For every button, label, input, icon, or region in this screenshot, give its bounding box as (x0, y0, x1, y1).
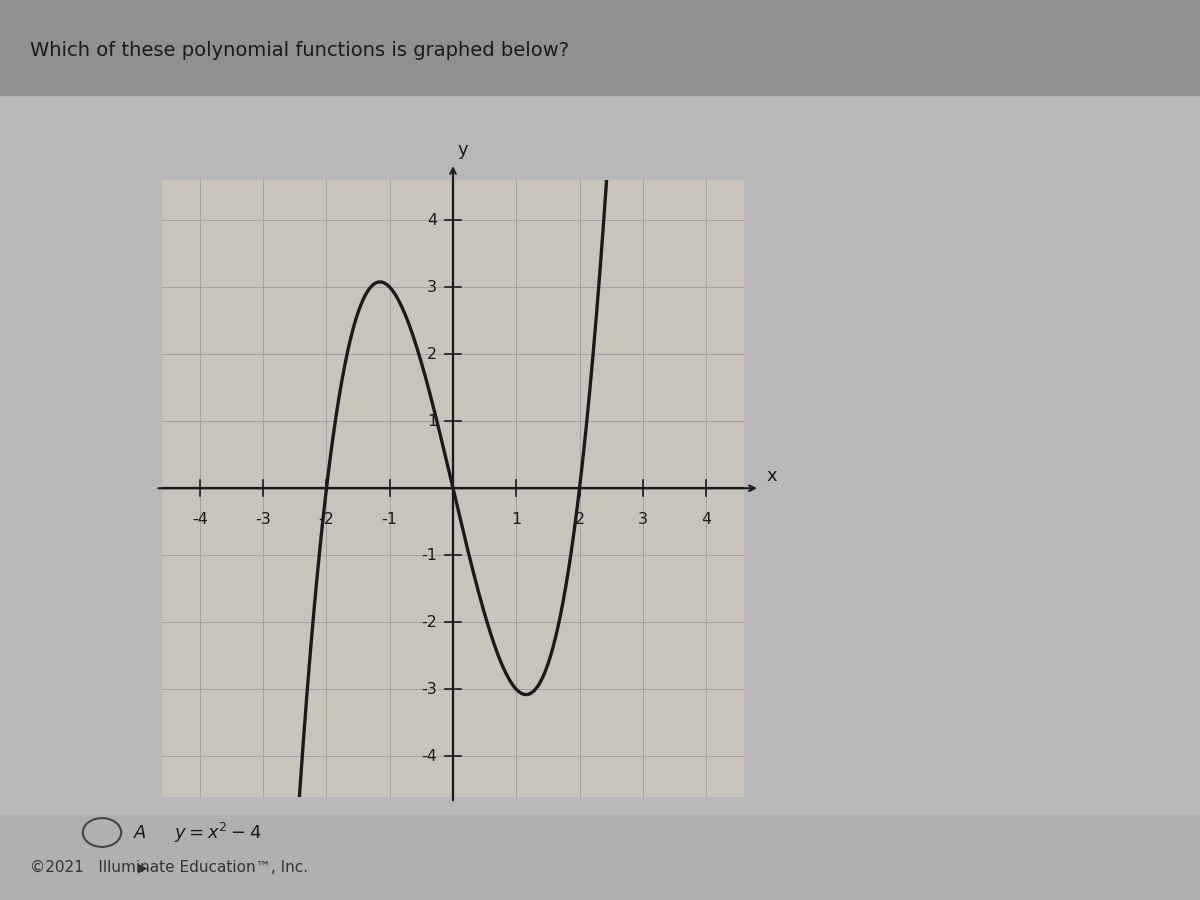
Text: -4: -4 (192, 512, 208, 526)
Text: ▶: ▶ (138, 862, 148, 875)
Text: ©2021   Illuminate Education™, Inc.: ©2021 Illuminate Education™, Inc. (30, 860, 308, 875)
Text: -1: -1 (382, 512, 397, 526)
Text: 1: 1 (511, 512, 521, 526)
Text: 1: 1 (427, 414, 437, 428)
Text: -2: -2 (318, 512, 335, 526)
Text: A: A (134, 824, 146, 842)
Text: x: x (766, 467, 776, 485)
Text: 4: 4 (427, 212, 437, 228)
Text: -3: -3 (421, 682, 437, 697)
Text: 3: 3 (637, 512, 648, 526)
Text: Which of these polynomial functions is graphed below?: Which of these polynomial functions is g… (30, 40, 569, 59)
Text: y: y (457, 140, 468, 158)
Text: $y = x^2 - 4$: $y = x^2 - 4$ (174, 821, 262, 844)
Text: 2: 2 (427, 346, 437, 362)
Text: -3: -3 (256, 512, 271, 526)
Text: 4: 4 (701, 512, 712, 526)
Text: -2: -2 (421, 615, 437, 630)
Text: -1: -1 (421, 548, 437, 562)
Text: -4: -4 (421, 749, 437, 764)
Text: 3: 3 (427, 280, 437, 294)
Text: 2: 2 (575, 512, 584, 526)
